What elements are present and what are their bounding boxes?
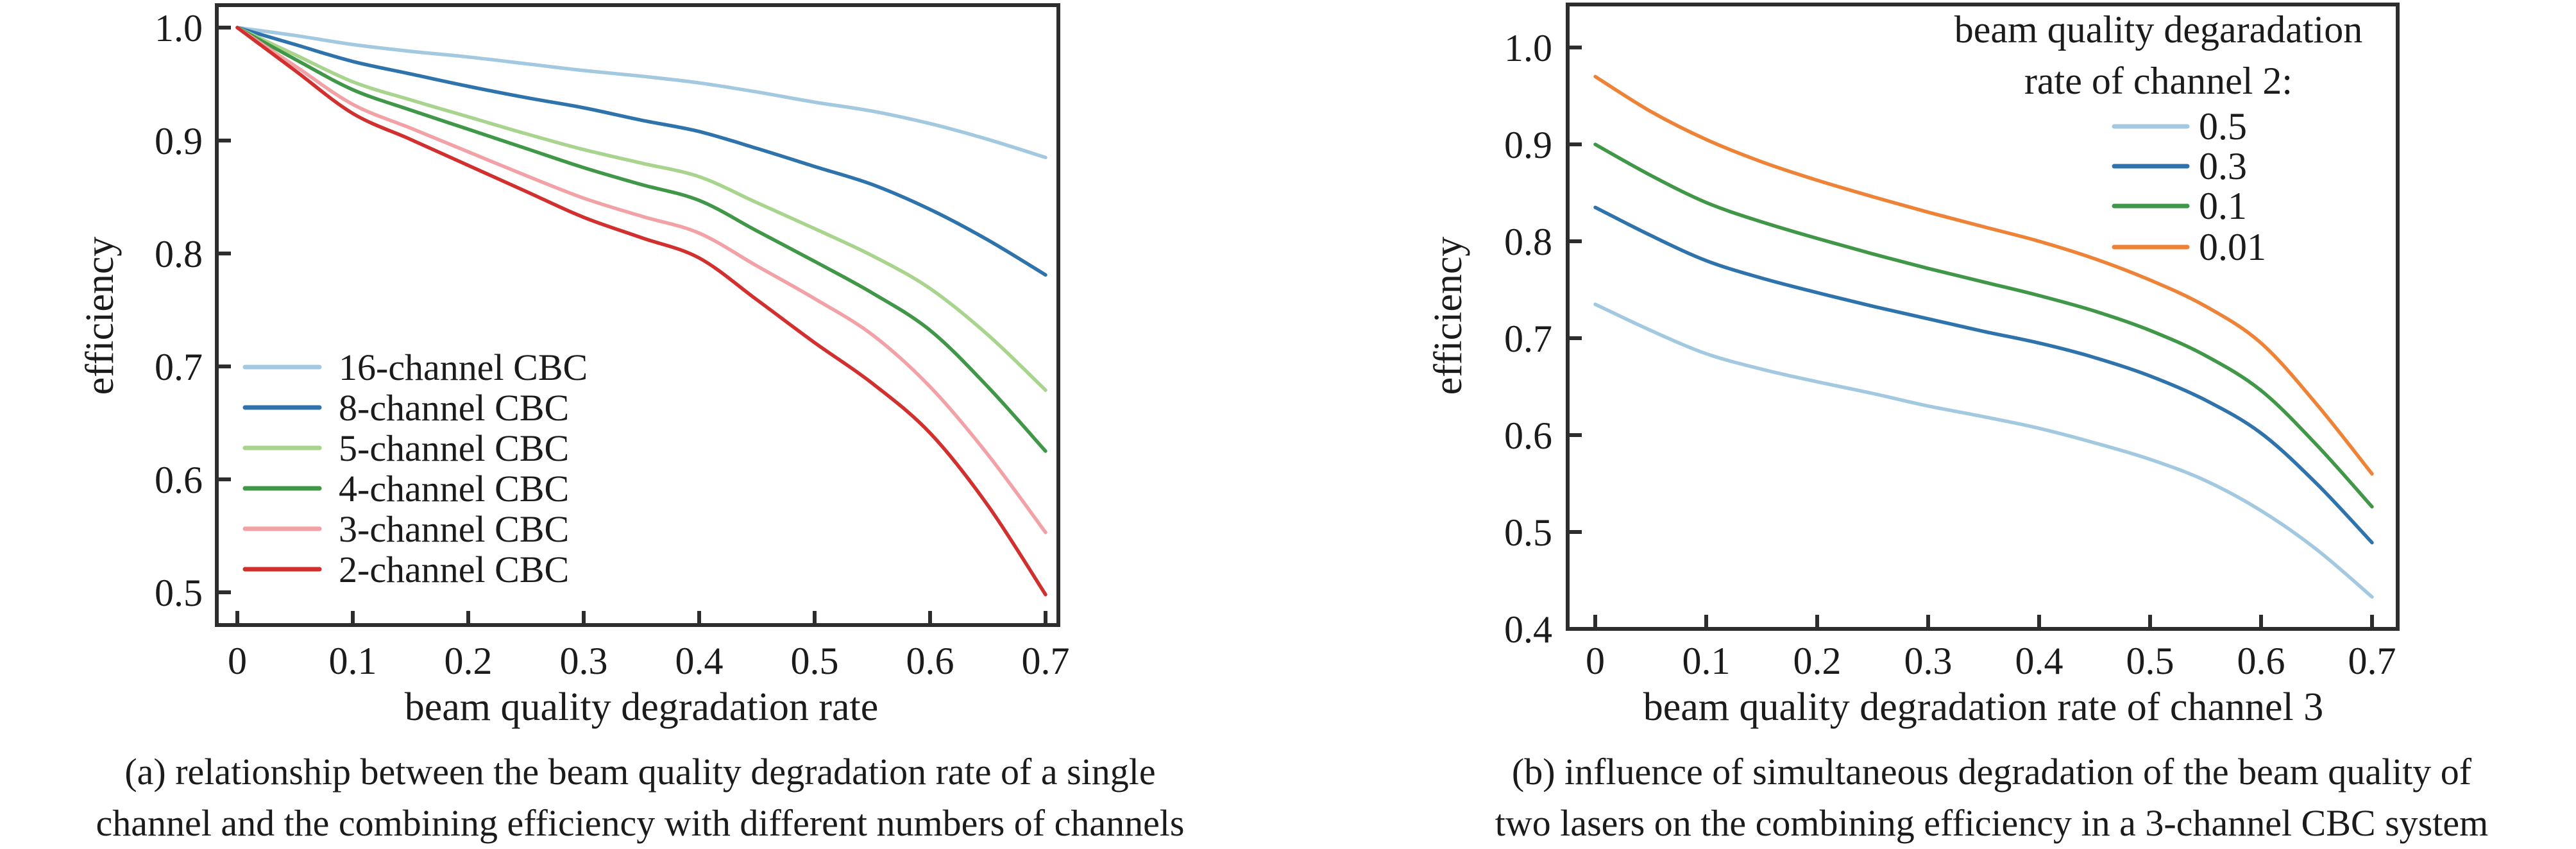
plot-frame-b [1566, 3, 2400, 631]
series-line-a-2-channel-cbc [235, 26, 1047, 597]
x-tick-label-b: 0.3 [1904, 640, 1953, 682]
caption-line-a: (a) relationship between the beam qualit… [124, 751, 1155, 793]
plot-frame-a [215, 3, 1060, 627]
legend-label-a: 2-channel CBC [339, 549, 569, 590]
y-tick-label-b: 0.9 [1504, 124, 1552, 166]
x-tick-label-a: 0.5 [791, 640, 839, 682]
caption-line-b: (b) influence of simultaneous degradatio… [1512, 751, 2472, 793]
x-axis-title-a: beam quality degradation rate [405, 685, 879, 729]
series-line-a-3-channel-cbc [235, 26, 1047, 535]
series-line-b-0-3 [1593, 205, 2374, 545]
x-tick-label-a: 0.2 [445, 640, 493, 682]
y-tick-label-a: 0.5 [155, 572, 203, 614]
x-tick-label-b: 0.5 [2126, 640, 2174, 682]
y-tick-label-b: 0.4 [1504, 608, 1552, 651]
x-axis-title-b: beam quality degradation rate of channel… [1643, 685, 2323, 729]
y-tick-label-b: 0.5 [1504, 511, 1552, 554]
series-line-b-0-5 [1593, 302, 2374, 599]
caption-line-b: two lasers on the combining efficiency i… [1495, 802, 2488, 844]
caption-line-a: channel and the combining efficiency wit… [96, 802, 1184, 844]
x-tick-label-b: 0.6 [2237, 640, 2285, 682]
x-tick-label-a: 0.3 [560, 640, 608, 682]
y-tick-label-a: 0.8 [155, 233, 203, 275]
legend-label-a: 3-channel CBC [339, 508, 569, 550]
x-tick-label-b: 0.2 [1793, 640, 1842, 682]
series-line-b-0-01 [1593, 74, 2374, 476]
legend-label-a: 16-channel CBC [339, 347, 588, 388]
legend-label-b: 0.1 [2199, 185, 2247, 227]
x-tick-label-b: 0.4 [2015, 640, 2063, 682]
x-tick-label-a: 0.4 [675, 640, 724, 682]
x-tick-label-a: 0.1 [329, 640, 377, 682]
legend-title-line-b: rate of channel 2: [2024, 60, 2292, 102]
legend-label-b: 0.5 [2199, 105, 2247, 148]
y-tick-label-b: 0.8 [1504, 221, 1552, 263]
y-axis-title-b: efficiency [1427, 237, 1470, 395]
y-tick-label-b: 0.7 [1504, 318, 1552, 360]
legend-label-b: 0.3 [2199, 145, 2247, 187]
legend-label-a: 8-channel CBC [339, 387, 569, 429]
x-tick-label-b: 0.7 [2348, 640, 2396, 682]
y-tick-label-a: 0.9 [155, 120, 203, 162]
y-tick-label-b: 0.6 [1504, 415, 1552, 457]
legend-label-a: 4-channel CBC [339, 468, 569, 510]
panel-b: 0 0.1 0.2 0.3 0.4 0.5 0.6 0.7 1.0 0.9 0.8 0.7 0.6 0.5… [1427, 3, 2488, 844]
y-axis-title-a: efficiency [78, 237, 122, 395]
series-line-a-5-channel-cbc [235, 26, 1047, 392]
x-tick-label-a: 0 [228, 640, 247, 682]
x-tick-label-a: 0.6 [906, 640, 954, 682]
x-tick-label-b: 0.1 [1682, 640, 1731, 682]
y-tick-label-a: 0.7 [155, 346, 203, 388]
legend-b: beam quality degaradation rate of channel… [1954, 8, 2362, 268]
series-line-a-4-channel-cbc [235, 26, 1047, 453]
y-tick-label-b: 1.0 [1504, 27, 1552, 69]
series-line-a-16-channel-cbc [235, 26, 1047, 160]
y-tick-label-a: 1.0 [155, 7, 203, 49]
series-line-b-0-1 [1593, 142, 2374, 509]
legend-label-b: 0.01 [2199, 226, 2266, 268]
legend-title-line-b: beam quality degaradation [1954, 8, 2362, 51]
panel-a: 0 0.1 0.2 0.3 0.4 0.5 0.6 0.7 1.0 0.9 0.8 0.7 0.6 0.5… [78, 3, 1185, 844]
series-line-a-8-channel-cbc [235, 26, 1047, 277]
x-tick-label-b: 0 [1586, 640, 1605, 682]
y-tick-label-a: 0.6 [155, 459, 203, 501]
x-tick-label-a: 0.7 [1022, 640, 1070, 682]
legend-label-a: 5-channel CBC [339, 427, 569, 469]
